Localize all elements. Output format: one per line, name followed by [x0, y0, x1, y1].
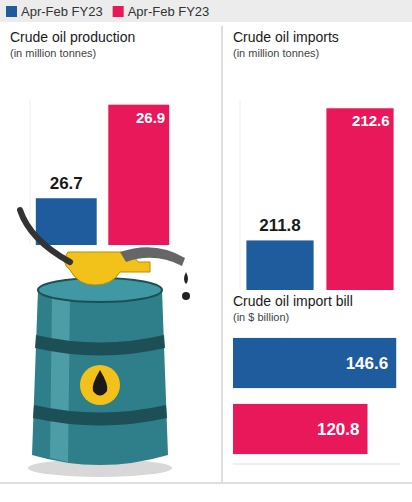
- barrel-ring: [33, 405, 167, 426]
- panel-subtitle: (in million tonnes): [233, 47, 319, 59]
- legend-swatch: [113, 6, 124, 17]
- marks: Apr-Feb FY23 Apr-Feb FY23: [233, 338, 396, 454]
- data-label: 212.6: [352, 112, 390, 129]
- bar: Apr-Feb FY23: [246, 240, 313, 290]
- barrel-badge: [80, 365, 120, 405]
- data-label: 120.8: [317, 420, 360, 439]
- legend-band: [0, 0, 412, 22]
- value-axis: [240, 100, 241, 290]
- value-axis: [233, 464, 400, 465]
- nozzle-spout: [120, 247, 185, 266]
- oil-drip: [184, 272, 188, 284]
- panel: Crude oil import bill (in $ billion) Apr-F…: [233, 293, 400, 464]
- panel-title: Crude oil production: [10, 29, 135, 45]
- value-axis: [30, 100, 31, 245]
- nozzle-hose: [20, 210, 70, 262]
- marks: Apr-Feb FY23Apr-Feb FY23: [36, 105, 169, 245]
- legend-swatch: [6, 6, 17, 17]
- barrel-drop: [93, 370, 108, 396]
- data-labels: 146.6 120.8: [317, 354, 388, 439]
- marks: Apr-Feb FY23 Apr-Feb FY23: [246, 108, 393, 290]
- legend-label: Apr-Feb FY23: [128, 4, 210, 19]
- panel: Crude oil production (in million tonnes) A…: [10, 29, 169, 245]
- data-label: 211.8: [259, 216, 301, 235]
- data-labels: 26.7 26.9: [50, 109, 165, 194]
- barrel-shine: [50, 295, 70, 462]
- oil-drip: [182, 292, 190, 300]
- panel-subtitle: (in million tonnes): [10, 47, 96, 59]
- bar: Apr-Feb FY23: [326, 108, 393, 290]
- bar: Apr-Feb FY23: [108, 105, 169, 245]
- chart-root: Apr-Feb FY23Apr-Feb FY23Crude oil produc…: [0, 0, 412, 502]
- divider: [222, 26, 223, 482]
- bar: Apr-Feb FY23: [233, 338, 396, 388]
- barrel-illustration: [20, 210, 190, 477]
- barrel-ring: [35, 335, 165, 356]
- panel-subtitle: (in $ billion): [233, 311, 289, 323]
- data-label: 26.7: [50, 174, 83, 193]
- panel-title: Crude oil import bill: [233, 293, 353, 309]
- divider: [0, 483, 412, 484]
- data-label: 146.6: [346, 354, 389, 373]
- panel-title: Crude oil imports: [233, 29, 339, 45]
- bar: Apr-Feb FY23: [233, 404, 367, 454]
- barrel-body: [32, 290, 168, 465]
- bar: Apr-Feb FY23: [36, 198, 97, 245]
- data-labels: 211.8 212.6: [259, 112, 389, 235]
- legend: Apr-Feb FY23 Apr-Feb FY23: [6, 4, 209, 19]
- panel: Crude oil imports (in million tonnes) Apr-…: [233, 29, 394, 290]
- data-label: 26.9: [136, 109, 165, 126]
- legend-label: Apr-Feb FY23: [21, 4, 103, 19]
